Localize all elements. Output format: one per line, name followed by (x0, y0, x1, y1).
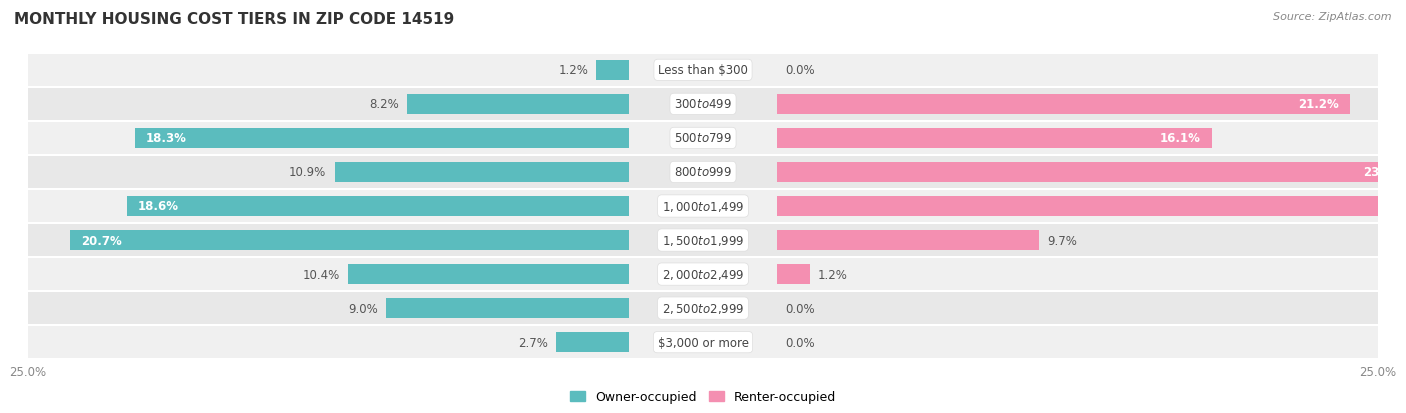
Text: 0.0%: 0.0% (786, 64, 815, 77)
Bar (778, 95, 1350, 114)
Text: $300 to $499: $300 to $499 (673, 98, 733, 111)
Bar (28, 156, 1378, 190)
Text: $1,500 to $1,999: $1,500 to $1,999 (662, 233, 744, 247)
Bar (28, 88, 1378, 121)
Text: $2,500 to $2,999: $2,500 to $2,999 (662, 301, 744, 316)
Bar (349, 265, 628, 284)
Bar (127, 197, 628, 216)
Bar (778, 230, 1039, 250)
Text: MONTHLY HOUSING COST TIERS IN ZIP CODE 14519: MONTHLY HOUSING COST TIERS IN ZIP CODE 1… (14, 12, 454, 27)
Text: $1,000 to $1,499: $1,000 to $1,499 (662, 199, 744, 214)
Bar (408, 95, 628, 114)
Bar (778, 265, 810, 284)
Bar (28, 257, 1378, 292)
Bar (778, 163, 1406, 183)
Text: Less than $300: Less than $300 (658, 64, 748, 77)
Legend: Owner-occupied, Renter-occupied: Owner-occupied, Renter-occupied (565, 385, 841, 408)
Text: $500 to $799: $500 to $799 (673, 132, 733, 145)
Text: Source: ZipAtlas.com: Source: ZipAtlas.com (1274, 12, 1392, 22)
Text: 24.3%: 24.3% (1382, 200, 1406, 213)
Text: 1.2%: 1.2% (818, 268, 848, 281)
Bar (135, 129, 628, 148)
Text: 0.0%: 0.0% (786, 302, 815, 315)
Text: 18.3%: 18.3% (146, 132, 187, 145)
Text: 21.2%: 21.2% (1298, 98, 1339, 111)
Text: 0.0%: 0.0% (786, 336, 815, 349)
Text: $2,000 to $2,499: $2,000 to $2,499 (662, 268, 744, 281)
Bar (70, 230, 628, 250)
Text: 10.9%: 10.9% (290, 166, 326, 179)
Bar (28, 54, 1378, 88)
Text: 10.4%: 10.4% (302, 268, 340, 281)
Bar (778, 197, 1406, 216)
Bar (28, 223, 1378, 257)
Text: 20.7%: 20.7% (80, 234, 121, 247)
Text: $3,000 or more: $3,000 or more (658, 336, 748, 349)
Text: $800 to $999: $800 to $999 (673, 166, 733, 179)
Text: 2.7%: 2.7% (517, 336, 548, 349)
Bar (385, 299, 628, 318)
Text: 16.1%: 16.1% (1160, 132, 1201, 145)
Bar (28, 121, 1378, 156)
Bar (555, 332, 628, 352)
Text: 18.6%: 18.6% (138, 200, 179, 213)
Text: 23.6%: 23.6% (1362, 166, 1403, 179)
Bar (28, 190, 1378, 223)
Bar (596, 61, 628, 81)
Text: 1.2%: 1.2% (558, 64, 588, 77)
Bar (28, 292, 1378, 325)
Text: 9.7%: 9.7% (1047, 234, 1077, 247)
Bar (28, 325, 1378, 359)
Text: 9.0%: 9.0% (347, 302, 378, 315)
Bar (335, 163, 628, 183)
Text: 8.2%: 8.2% (370, 98, 399, 111)
Bar (778, 129, 1212, 148)
